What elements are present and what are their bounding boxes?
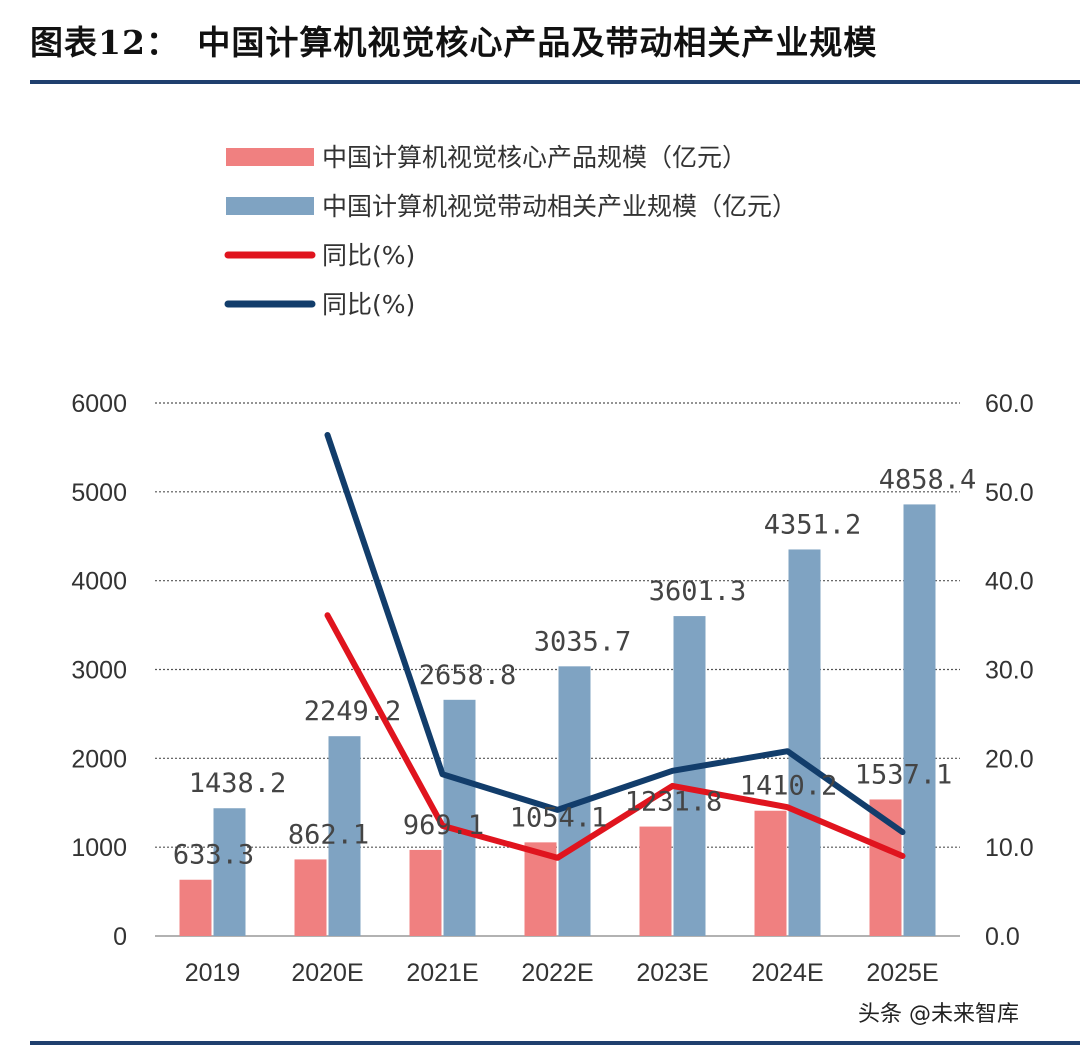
legend-swatch (226, 197, 314, 215)
data-label: 2658.8 (419, 660, 517, 691)
legend-label: 同比(%) (322, 290, 415, 319)
data-label: 1410.2 (740, 771, 838, 802)
x-tick-label: 2020E (291, 959, 363, 987)
data-label: 3035.7 (534, 626, 632, 657)
data-label: 1231.8 (625, 787, 723, 818)
y-left-tick-label: 2000 (71, 745, 127, 773)
bar (639, 826, 672, 936)
legend-label: 同比(%) (322, 241, 415, 270)
y-right-tick-label: 10.0 (985, 834, 1034, 862)
data-labels: 633.3 862.1 969.1 1054.1 1231.8 1410.2 1537.1 1… (173, 464, 976, 870)
data-label: 1438.2 (189, 768, 287, 799)
legend-swatch (226, 148, 314, 166)
lines (324, 432, 906, 861)
data-label: 969.1 (403, 810, 484, 841)
data-label: 2249.2 (304, 696, 402, 727)
y-left-tick-label: 5000 (71, 479, 127, 507)
x-tick-label: 2019 (185, 959, 241, 987)
data-label: 1054.1 (510, 802, 608, 833)
y-right-tick-label: 40.0 (985, 568, 1034, 596)
bar (213, 808, 246, 936)
bar (903, 504, 936, 936)
bars (179, 504, 936, 936)
legend-label: 中国计算机视觉核心产品规模（亿元） (322, 143, 747, 172)
data-label: 1537.1 (855, 759, 953, 790)
y-right-tick-label: 0.0 (985, 923, 1020, 951)
bar (754, 810, 787, 936)
bar (294, 859, 327, 936)
bottom-rule (30, 1041, 1080, 1045)
x-tick-label: 2025E (866, 959, 938, 987)
chart-title: 图表12： 中国计算机视觉核心产品及带动相关产业规模 (30, 23, 878, 62)
watermark: 头条 @未来智库 (858, 1002, 1019, 1027)
y-axis-right: 0.0 10.0 20.0 30.0 40.0 50.0 60.0 (985, 390, 1034, 951)
y-right-tick-label: 60.0 (985, 390, 1034, 418)
data-label: 633.3 (173, 840, 254, 871)
y-right-tick-label: 20.0 (985, 745, 1034, 773)
bar (443, 699, 476, 936)
y-left-tick-label: 6000 (71, 390, 127, 418)
legend-label: 中国计算机视觉带动相关产业规模（亿元） (322, 192, 797, 221)
gridlines (155, 402, 960, 937)
bar (673, 616, 706, 936)
data-label: 862.1 (288, 819, 369, 850)
series-line (324, 432, 906, 836)
y-left-tick-label: 3000 (71, 657, 127, 685)
x-tick-label: 2023E (636, 959, 708, 987)
bar (328, 736, 361, 936)
x-tick-label: 2024E (751, 959, 823, 987)
bar (179, 879, 212, 936)
y-left-tick-label: 4000 (71, 568, 127, 596)
series-line (324, 612, 906, 861)
title-rule (30, 80, 1080, 84)
bar (788, 549, 821, 936)
x-axis: 2019 2020E 2021E 2022E 2023E 2024E 2025E (185, 959, 939, 987)
x-tick-label: 2021E (406, 959, 478, 987)
data-label: 3601.3 (649, 576, 747, 607)
legend: 中国计算机视觉核心产品规模（亿元） 中国计算机视觉带动相关产业规模（亿元） 同比(%… (224, 143, 797, 319)
y-left-tick-label: 1000 (71, 834, 127, 862)
data-label: 4858.4 (879, 464, 977, 495)
bar (409, 849, 442, 936)
x-tick-label: 2022E (521, 959, 593, 987)
y-axis-left: 0 1000 2000 3000 4000 5000 6000 (71, 390, 127, 951)
y-left-tick-label: 0 (113, 923, 127, 951)
data-label: 4351.2 (764, 509, 862, 540)
y-right-tick-label: 50.0 (985, 479, 1034, 507)
y-right-tick-label: 30.0 (985, 657, 1034, 685)
